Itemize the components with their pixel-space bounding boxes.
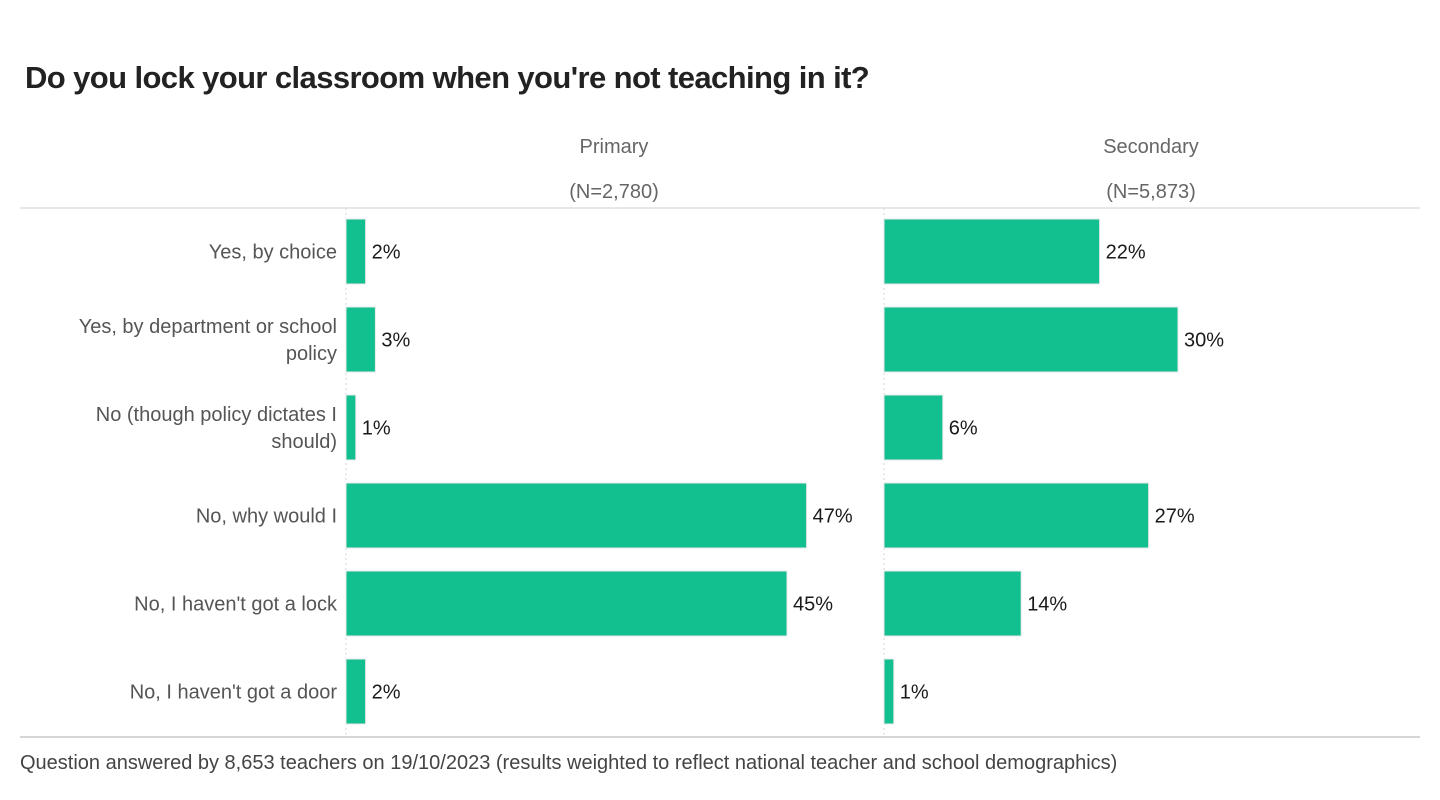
category-label: No, I haven't got a lock — [134, 594, 338, 616]
data-label: 6% — [949, 418, 978, 440]
category-label: should) — [271, 431, 337, 453]
panel-title-secondary: Secondary — [1103, 136, 1199, 158]
data-label: 27% — [1155, 506, 1195, 528]
data-label: 1% — [900, 682, 929, 704]
data-label: 30% — [1184, 330, 1224, 352]
data-label: 45% — [793, 594, 833, 616]
bar-primary — [345, 306, 376, 373]
panel-subtitle-secondary: (N=5,873) — [1106, 181, 1196, 203]
category-label: No (though policy dictates I — [96, 404, 337, 426]
data-label: 3% — [381, 330, 410, 352]
category-label: policy — [286, 343, 337, 365]
data-label: 22% — [1106, 242, 1146, 264]
bar-primary — [345, 394, 357, 461]
bar-primary — [345, 482, 808, 549]
bar-primary — [345, 218, 367, 285]
panel-title-primary: Primary — [580, 136, 649, 158]
bar-primary — [345, 570, 788, 637]
data-label: 1% — [362, 418, 391, 440]
bar-secondary — [883, 482, 1150, 549]
category-label: No, I haven't got a door — [130, 682, 338, 704]
data-label: 14% — [1027, 594, 1067, 616]
bar-primary — [345, 658, 367, 725]
category-label: Yes, by choice — [209, 242, 337, 264]
data-label: 2% — [372, 682, 401, 704]
chart-title: Do you lock your classroom when you're n… — [25, 60, 870, 95]
category-label: No, why would I — [196, 506, 337, 528]
category-label: Yes, by department or school — [79, 316, 337, 338]
data-label: 47% — [813, 506, 853, 528]
bar-secondary — [883, 658, 895, 725]
bar-secondary — [883, 394, 944, 461]
bar-secondary — [883, 570, 1022, 637]
data-label: 2% — [372, 242, 401, 264]
chart-footnote: Question answered by 8,653 teachers on 1… — [20, 752, 1118, 774]
panel-subtitle-primary: (N=2,780) — [569, 181, 659, 203]
bar-secondary — [883, 306, 1179, 373]
bar-secondary — [883, 218, 1101, 285]
